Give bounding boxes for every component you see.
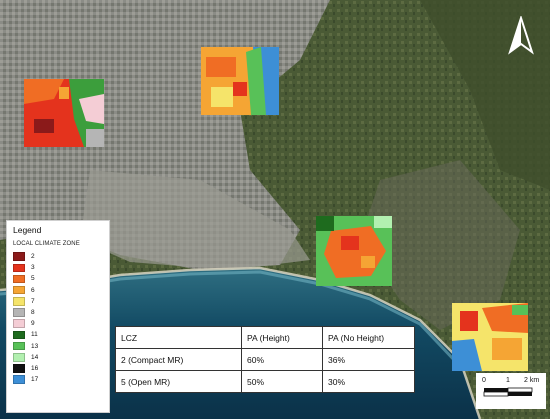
legend-swatch xyxy=(13,353,25,362)
legend-swatch xyxy=(13,319,25,328)
cell-lcz: 2 (Compact MR) xyxy=(115,348,242,371)
lcz-patch-north xyxy=(201,47,279,115)
lcz-patch-west xyxy=(24,79,104,147)
cell-lcz: 5 (Open MR) xyxy=(115,370,242,393)
cell-pa-height: 50% xyxy=(241,370,323,393)
table-row: 2 (Compact MR) 60% 36% xyxy=(115,348,415,371)
cell-pa-height: 60% xyxy=(241,348,323,371)
legend-swatch xyxy=(13,308,25,317)
legend-label: 9 xyxy=(31,320,35,328)
legend-items: 2 3 5 6 7 8 9 11 13 14 16 17 xyxy=(13,251,103,385)
legend-swatch xyxy=(13,341,25,351)
legend-swatch xyxy=(13,364,25,373)
lcz-patch-southeast xyxy=(452,303,528,371)
legend-item: 7 xyxy=(13,296,103,307)
scale-label-2: 2 km xyxy=(524,377,540,384)
legend-label: 6 xyxy=(31,286,35,294)
legend-label: 11 xyxy=(31,331,38,339)
legend-item: 3 xyxy=(13,262,103,273)
legend-swatch xyxy=(13,263,25,273)
legend-swatch xyxy=(13,297,25,306)
legend-swatch xyxy=(13,330,25,340)
header-lcz: LCZ xyxy=(115,326,242,349)
legend-item: 5 xyxy=(13,273,103,284)
legend-label: 7 xyxy=(31,297,35,305)
legend-swatch xyxy=(13,274,25,284)
legend-swatch xyxy=(13,285,25,295)
legend-label: 2 xyxy=(31,253,35,261)
legend-item: 9 xyxy=(13,318,103,329)
legend-subtitle: LOCAL CLIMATE ZONE xyxy=(13,241,80,247)
lcz-patch-central xyxy=(316,216,392,286)
cell-pa-no-height: 30% xyxy=(322,370,415,393)
cell-pa-no-height: 36% xyxy=(322,348,415,371)
legend-swatch xyxy=(13,252,25,261)
legend-label: 16 xyxy=(31,364,39,372)
legend-label: 14 xyxy=(31,353,39,361)
legend-swatch xyxy=(13,375,25,384)
legend-item: 16 xyxy=(13,363,103,374)
header-pa-no-height: PA (No Height) xyxy=(322,326,415,349)
legend-item: 14 xyxy=(13,352,103,363)
scale-bar: 0 1 2 km xyxy=(476,373,546,409)
scale-label-1: 1 xyxy=(506,377,510,384)
legend-item: 6 xyxy=(13,285,103,296)
scale-label-0: 0 xyxy=(482,377,486,384)
table-row: 5 (Open MR) 50% 30% xyxy=(115,370,415,393)
table-header-row: LCZ PA (Height) PA (No Height) xyxy=(115,326,415,349)
legend-label: 5 xyxy=(31,275,35,283)
legend-label: 3 xyxy=(31,264,35,272)
legend-title: Legend xyxy=(13,225,42,235)
legend-panel: Legend LOCAL CLIMATE ZONE 2 3 5 6 7 8 9 11 13 14 1… xyxy=(6,220,110,413)
legend-label: 13 xyxy=(31,342,39,350)
legend-item: 17 xyxy=(13,374,103,385)
legend-item: 2 xyxy=(13,251,103,262)
legend-item: 11 xyxy=(13,329,103,340)
accuracy-table: LCZ PA (Height) PA (No Height) 2 (Compac… xyxy=(115,326,415,393)
legend-label: 17 xyxy=(31,376,39,384)
legend-item: 13 xyxy=(13,341,103,352)
header-pa-height: PA (Height) xyxy=(241,326,323,349)
north-arrow-icon xyxy=(508,16,534,55)
legend-label: 8 xyxy=(31,309,35,317)
legend-item: 8 xyxy=(13,307,103,318)
